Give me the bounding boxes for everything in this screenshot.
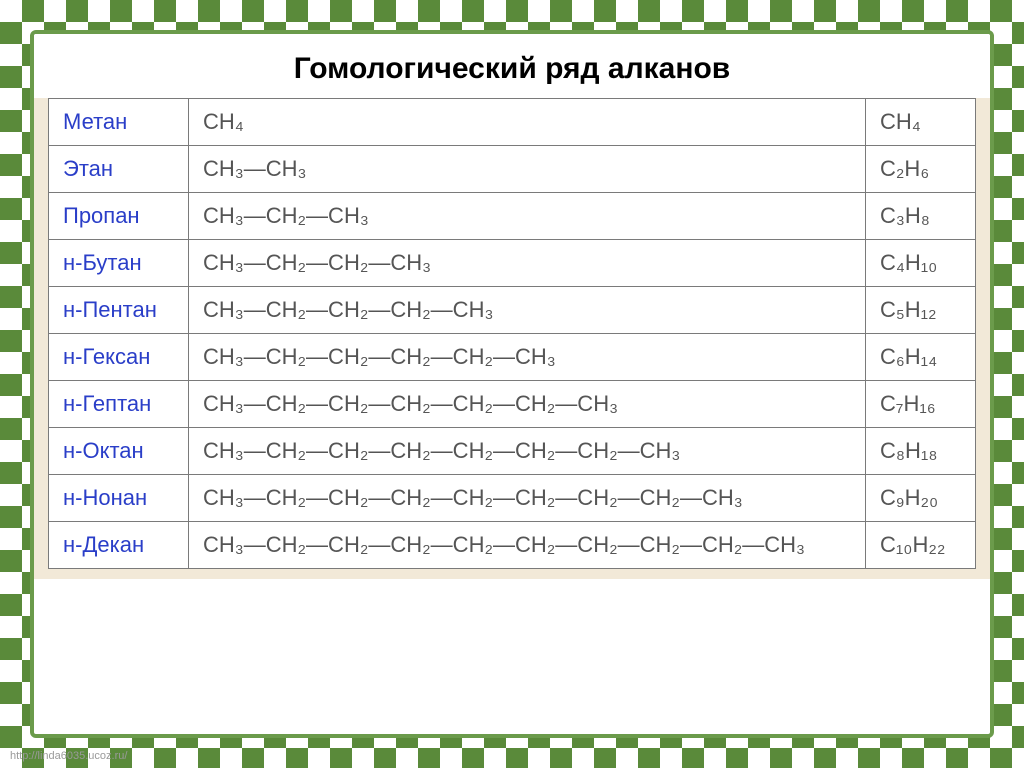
alkane-name: н-Нонан — [49, 475, 189, 522]
alkane-structure: CH₃—CH₂—CH₂—CH₂—CH₂—CH₂—CH₃ — [189, 381, 866, 428]
alkane-molecular: C₁₀H₂₂ — [866, 522, 976, 569]
alkane-structure: CH₃—CH₂—CH₂—CH₂—CH₂—CH₂—CH₂—CH₂—CH₃ — [189, 475, 866, 522]
table-row: н-Бутан CH₃—CH₂—CH₂—CH₃ C₄H₁₀ — [49, 240, 976, 287]
alkane-molecular: C₃H₈ — [866, 193, 976, 240]
page-title: Гомологический ряд алканов — [34, 34, 990, 98]
table-row: н-Пентан CH₃—CH₂—CH₂—CH₂—CH₃ C₅H₁₂ — [49, 287, 976, 334]
alkane-molecular: C₂H₆ — [866, 146, 976, 193]
alkane-molecular: CH₄ — [866, 99, 976, 146]
table-row: н-Нонан CH₃—CH₂—CH₂—CH₂—CH₂—CH₂—CH₂—CH₂—… — [49, 475, 976, 522]
table-row: н-Гексан CH₃—CH₂—CH₂—CH₂—CH₂—CH₃ C₆H₁₄ — [49, 334, 976, 381]
alkane-name: н-Декан — [49, 522, 189, 569]
alkane-structure: CH₃—CH₂—CH₂—CH₂—CH₂—CH₃ — [189, 334, 866, 381]
alkane-name: Этан — [49, 146, 189, 193]
alkane-structure: CH₃—CH₃ — [189, 146, 866, 193]
alkane-structure: CH₃—CH₂—CH₂—CH₃ — [189, 240, 866, 287]
table-row: н-Гептан CH₃—CH₂—CH₂—CH₂—CH₂—CH₂—CH₃ C₇H… — [49, 381, 976, 428]
alkane-name: н-Гептан — [49, 381, 189, 428]
table-row: н-Декан CH₃—CH₂—CH₂—CH₂—CH₂—CH₂—CH₂—CH₂—… — [49, 522, 976, 569]
alkane-name: н-Гексан — [49, 334, 189, 381]
alkane-molecular: C₆H₁₄ — [866, 334, 976, 381]
table-row: Пропан CH₃—CH₂—CH₃ C₃H₈ — [49, 193, 976, 240]
table-row: н-Октан CH₃—CH₂—CH₂—CH₂—CH₂—CH₂—CH₂—CH₃ … — [49, 428, 976, 475]
alkane-name: Пропан — [49, 193, 189, 240]
alkane-molecular: C₉H₂₀ — [866, 475, 976, 522]
alkane-molecular: C₄H₁₀ — [866, 240, 976, 287]
table-row: Этан CH₃—CH₃ C₂H₆ — [49, 146, 976, 193]
alkane-structure: CH₄ — [189, 99, 866, 146]
alkane-molecular: C₇H₁₆ — [866, 381, 976, 428]
content-frame: Гомологический ряд алканов Метан CH₄ CH₄… — [30, 30, 994, 738]
alkane-structure: CH₃—CH₂—CH₃ — [189, 193, 866, 240]
alkane-structure: CH₃—CH₂—CH₂—CH₂—CH₂—CH₂—CH₂—CH₃ — [189, 428, 866, 475]
alkane-structure: CH₃—CH₂—CH₂—CH₂—CH₂—CH₂—CH₂—CH₂—CH₂—CH₃ — [189, 522, 866, 569]
alkane-table: Метан CH₄ CH₄ Этан CH₃—CH₃ C₂H₆ Пропан C… — [48, 98, 976, 569]
alkane-molecular: C₈H₁₈ — [866, 428, 976, 475]
alkane-name: н-Бутан — [49, 240, 189, 287]
alkane-molecular: C₅H₁₂ — [866, 287, 976, 334]
alkane-name: Метан — [49, 99, 189, 146]
table-row: Метан CH₄ CH₄ — [49, 99, 976, 146]
alkane-structure: CH₃—CH₂—CH₂—CH₂—CH₃ — [189, 287, 866, 334]
alkane-name: н-Октан — [49, 428, 189, 475]
alkane-table-body: Метан CH₄ CH₄ Этан CH₃—CH₃ C₂H₆ Пропан C… — [49, 99, 976, 569]
table-container: Метан CH₄ CH₄ Этан CH₃—CH₃ C₂H₆ Пропан C… — [34, 98, 990, 579]
watermark-text: http://linda6035.ucoz.ru/ — [10, 750, 127, 762]
alkane-name: н-Пентан — [49, 287, 189, 334]
